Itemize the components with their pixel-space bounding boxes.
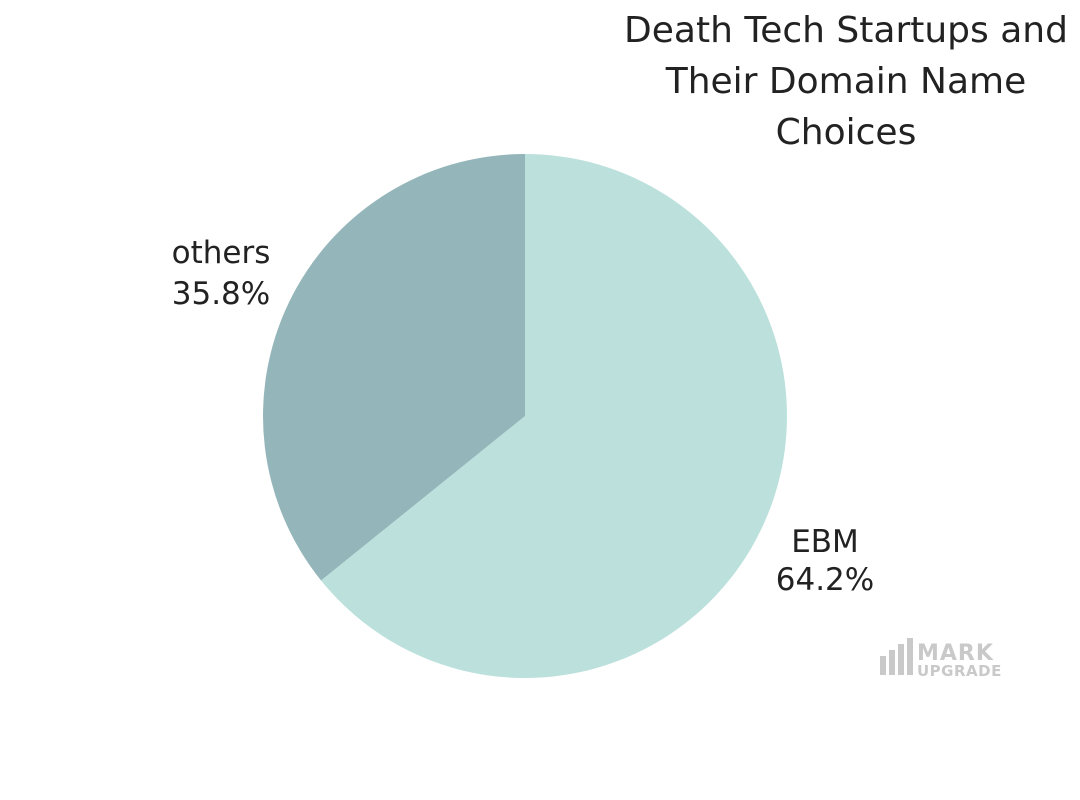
chart-title-line: Their Domain Name	[665, 61, 1027, 102]
slice-label-ebm-percent: 64.2%	[776, 562, 874, 598]
slice-label-ebm-name: EBM	[791, 524, 859, 560]
pie-slices	[262, 153, 787, 678]
chart-title: Death Tech Startups and Their Domain Nam…	[624, 10, 1068, 153]
pie-slice-others	[262, 153, 525, 581]
slice-label-others-percent: 35.8%	[172, 276, 270, 312]
bar-chart-icon	[880, 638, 913, 675]
watermark-line2: UPGRADE	[917, 662, 1002, 680]
chart-title-line: Death Tech Startups and	[624, 10, 1068, 51]
chart-title-line: Choices	[776, 112, 917, 153]
slice-label-others-name: others	[172, 235, 271, 271]
pie-slice-ebm	[321, 154, 787, 678]
slice-labels: EBM 64.2% others 35.8%	[172, 235, 875, 598]
mark-upgrade-watermark: MARK UPGRADE	[880, 638, 1002, 680]
watermark-line1: MARK	[917, 641, 994, 666]
